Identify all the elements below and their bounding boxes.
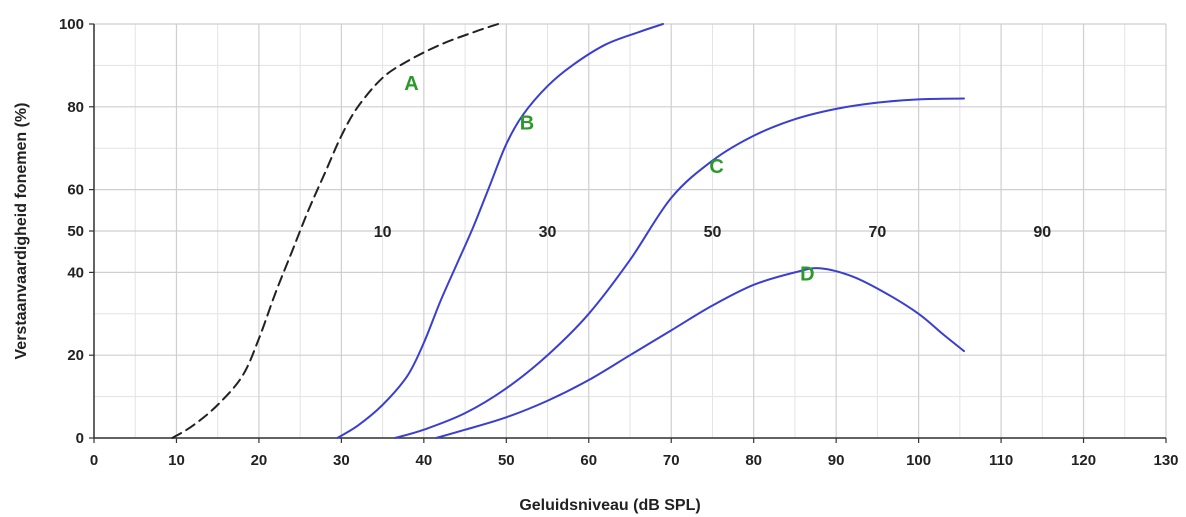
x-tick-label: 90 — [828, 452, 845, 469]
x-tick-label: 10 — [168, 452, 185, 469]
annotation-label: 50 — [704, 224, 722, 241]
y-tick-label: 20 — [67, 347, 84, 364]
x-tick-label: 20 — [251, 452, 268, 469]
x-tick-label: 60 — [580, 452, 597, 469]
annotation-label: 10 — [374, 224, 392, 241]
curve-label-b: B — [520, 113, 534, 135]
y-tick-label: 50 — [67, 223, 84, 240]
curve-c — [393, 97, 965, 439]
annotation-label: 70 — [868, 224, 886, 241]
axes: 0 10 20 30 40 50 60 70 80 90 100 110 120 130 0 20 40 50 60… — [59, 16, 1179, 469]
curve-a — [171, 23, 500, 439]
x-tick-label: 100 — [906, 452, 931, 469]
y-tick-label: 100 — [59, 16, 84, 33]
curve-d — [435, 267, 965, 439]
x-tick-label: 130 — [1153, 452, 1178, 469]
x-tick-label: 70 — [663, 452, 680, 469]
x-tick-label: 40 — [416, 452, 433, 469]
y-tick-label: 40 — [67, 264, 84, 281]
x-tick-label: 120 — [1071, 452, 1096, 469]
y-tick-label: 80 — [67, 99, 84, 116]
annotation-label: 90 — [1033, 224, 1051, 241]
annotation-label: 30 — [539, 224, 557, 241]
x-axis-title: Geluidsniveau (dB SPL) — [519, 497, 700, 514]
curve-b — [336, 23, 664, 439]
series-layer — [171, 23, 965, 439]
x-tick-label: 50 — [498, 452, 515, 469]
x-tick-label: 0 — [90, 452, 98, 469]
x-tick-label: 80 — [745, 452, 762, 469]
grid — [93, 23, 1167, 439]
curve-label-a: A — [404, 73, 418, 95]
curve-label-d: D — [800, 264, 814, 286]
y-tick-label: 60 — [67, 182, 84, 199]
x-tick-label: 30 — [333, 452, 350, 469]
curve-label-c: C — [709, 156, 723, 178]
y-axis-title: Verstaanvaardigheid fonemen (%) — [13, 103, 30, 360]
x-tick-label: 110 — [989, 452, 1013, 469]
y-tick-label: 0 — [76, 430, 84, 447]
label-layer: A B C D 10 30 50 70 90 — [374, 73, 1052, 285]
